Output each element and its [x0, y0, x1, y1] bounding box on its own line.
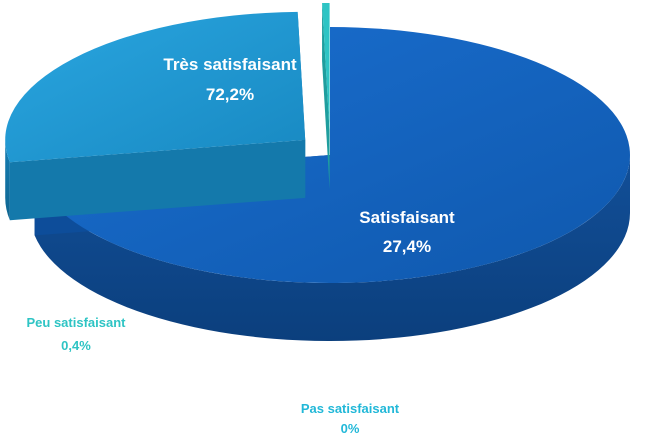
- slice-satisfaisant: [5, 11, 306, 163]
- slice-peu-satisfaisant: [322, 3, 330, 132]
- slice-tres-satisfaisant: [34, 27, 631, 283]
- slice-side-satisfaisant: [5, 139, 10, 221]
- slice-value-satisfaisant: 27,4%: [383, 237, 431, 256]
- slice-value-tres-satisfaisant: 72,2%: [206, 85, 254, 104]
- slice-label-satisfaisant: Satisfaisant: [359, 208, 455, 227]
- slice-value-peu-satisfaisant: 0,4%: [61, 338, 91, 353]
- slice-value-pas-satisfaisant: 0%: [341, 421, 360, 436]
- slice-label-peu-satisfaisant: Peu satisfaisant: [27, 315, 127, 330]
- slice-cut-satisfaisant: [9, 139, 306, 221]
- slice-side-tres-satisfaisant: [34, 155, 631, 342]
- slice-label-pas-satisfaisant: Pas satisfaisant: [301, 401, 400, 416]
- slice-cut-peu-satisfaisant: [322, 3, 330, 190]
- slice-label-tres-satisfaisant: Très satisfaisant: [163, 55, 297, 74]
